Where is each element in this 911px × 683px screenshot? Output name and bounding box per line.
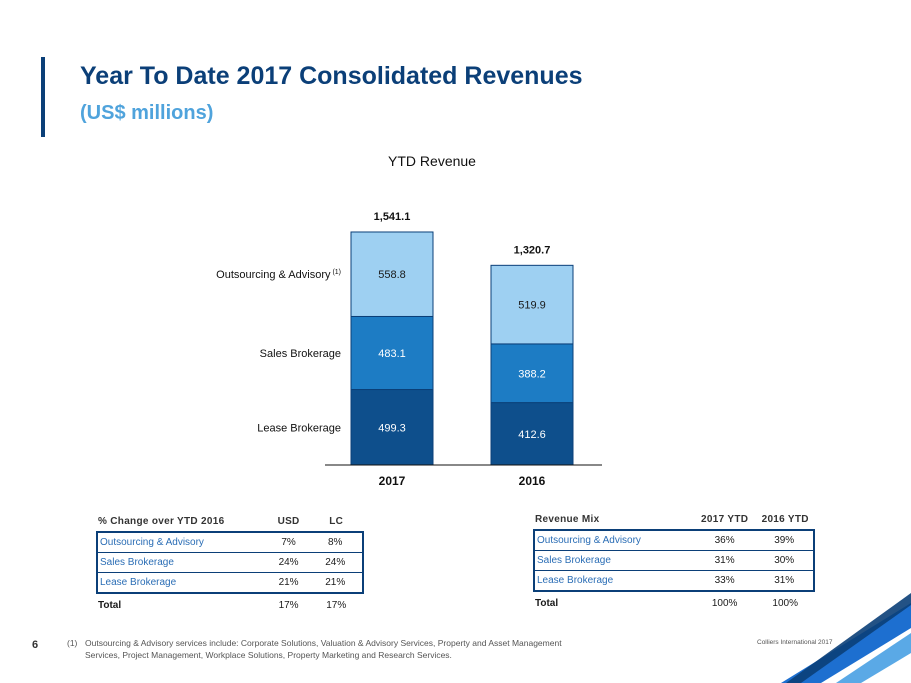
table-cell: Total <box>98 599 122 611</box>
table-cell: 30% <box>774 555 795 566</box>
table-row: Lease Brokerage 33% 31% <box>535 571 813 590</box>
data-label: 499.3 <box>378 422 406 434</box>
table-cell: 24% <box>278 557 299 568</box>
change-table-body: Outsourcing & Advisory 7% 8% Sales Broke… <box>96 531 364 594</box>
corner-decoration <box>781 593 911 683</box>
data-label: 519.9 <box>518 300 546 312</box>
table-cell: 21% <box>278 577 299 588</box>
legend-label: Lease Brokerage <box>257 422 341 434</box>
table-row: Sales Brokerage 24% 24% <box>98 553 362 573</box>
table-cell: Lease Brokerage <box>537 575 614 586</box>
mix-table-header-2017: 2017 YTD <box>701 513 749 525</box>
table-cell: 7% <box>281 537 296 548</box>
total-label: 1,320.7 <box>514 244 551 256</box>
table-cell: Outsourcing & Advisory <box>100 537 204 548</box>
bar-segment <box>490 264 574 345</box>
bar-segment <box>350 389 434 466</box>
x-tick-label: 2016 <box>519 474 546 488</box>
mix-table-header: Revenue Mix 2017 YTD 2016 YTD <box>533 509 815 529</box>
legend-label: Sales Brokerage <box>260 348 341 360</box>
table-cell: 31% <box>714 555 735 566</box>
mix-table: Revenue Mix 2017 YTD 2016 YTD Outsourcin… <box>533 509 815 614</box>
data-label: 558.8 <box>378 269 406 281</box>
total-label: 1,541.1 <box>374 211 411 223</box>
table-cell: Total <box>535 597 559 609</box>
footnote-line-2: Services, Project Management, Workplace … <box>85 650 452 660</box>
table-cell: 17% <box>278 599 299 611</box>
mix-table-total-row: Total 100% 100% <box>533 592 815 614</box>
table-cell: 21% <box>325 577 346 588</box>
footnote-mark: (1) <box>67 638 78 648</box>
bar-segment <box>490 402 574 466</box>
footnote-ref: (1) <box>331 269 342 276</box>
table-cell: 100% <box>772 597 798 609</box>
table-cell: 100% <box>711 597 738 609</box>
title-accent-bar <box>41 57 45 137</box>
change-table-header-lc: LC <box>329 515 344 527</box>
change-table-header: % Change over YTD 2016 USD LC <box>96 511 364 531</box>
table-row: Sales Brokerage 31% 30% <box>535 551 813 571</box>
bar-segment <box>350 315 434 391</box>
copyright: Colliers International 2017 <box>757 639 833 646</box>
table-row: Lease Brokerage 21% 21% <box>98 573 362 592</box>
table-cell: 8% <box>327 537 343 548</box>
table-cell: 33% <box>714 575 735 586</box>
mix-table-header-2016: 2016 YTD <box>761 513 809 525</box>
change-table-header-usd: USD <box>277 515 300 527</box>
table-cell: 36% <box>714 535 735 546</box>
table-cell: 31% <box>774 575 795 586</box>
table-cell: 39% <box>774 535 795 546</box>
table-cell: 24% <box>325 557 346 568</box>
change-table-total-row: Total 17% 17% <box>96 594 364 616</box>
x-tick-label: 2017 <box>379 474 406 488</box>
table-cell: Lease Brokerage <box>100 577 177 588</box>
change-table: % Change over YTD 2016 USD LC Outsourcin… <box>96 511 364 616</box>
page-number: 6 <box>32 639 39 651</box>
bar-segment <box>350 231 434 317</box>
page-title: Year To Date 2017 Consolidated Revenues <box>80 62 583 90</box>
data-label: 412.6 <box>518 429 546 441</box>
page-subtitle: (US$ millions) <box>80 102 214 124</box>
change-table-header-label: % Change over YTD 2016 <box>98 515 225 527</box>
table-cell: Sales Brokerage <box>100 557 174 568</box>
chart-title: YTD Revenue <box>388 153 476 169</box>
table-cell: Sales Brokerage <box>537 555 611 566</box>
table-cell: 17% <box>326 599 347 611</box>
footnote: (1) Outsourcing & Advisory services incl… <box>67 637 627 661</box>
legend-label: Outsourcing & Advisory (1) <box>216 269 341 281</box>
mix-table-body: Outsourcing & Advisory 36% 39% Sales Bro… <box>533 529 815 592</box>
table-cell: Outsourcing & Advisory <box>537 535 641 546</box>
data-label: 388.2 <box>518 368 546 380</box>
table-row: Outsourcing & Advisory 7% 8% <box>98 533 362 553</box>
data-label: 483.1 <box>378 348 406 360</box>
table-row: Outsourcing & Advisory 36% 39% <box>535 531 813 551</box>
footnote-line-1: Outsourcing & Advisory services include:… <box>85 638 562 648</box>
mix-table-header-label: Revenue Mix <box>535 513 600 525</box>
